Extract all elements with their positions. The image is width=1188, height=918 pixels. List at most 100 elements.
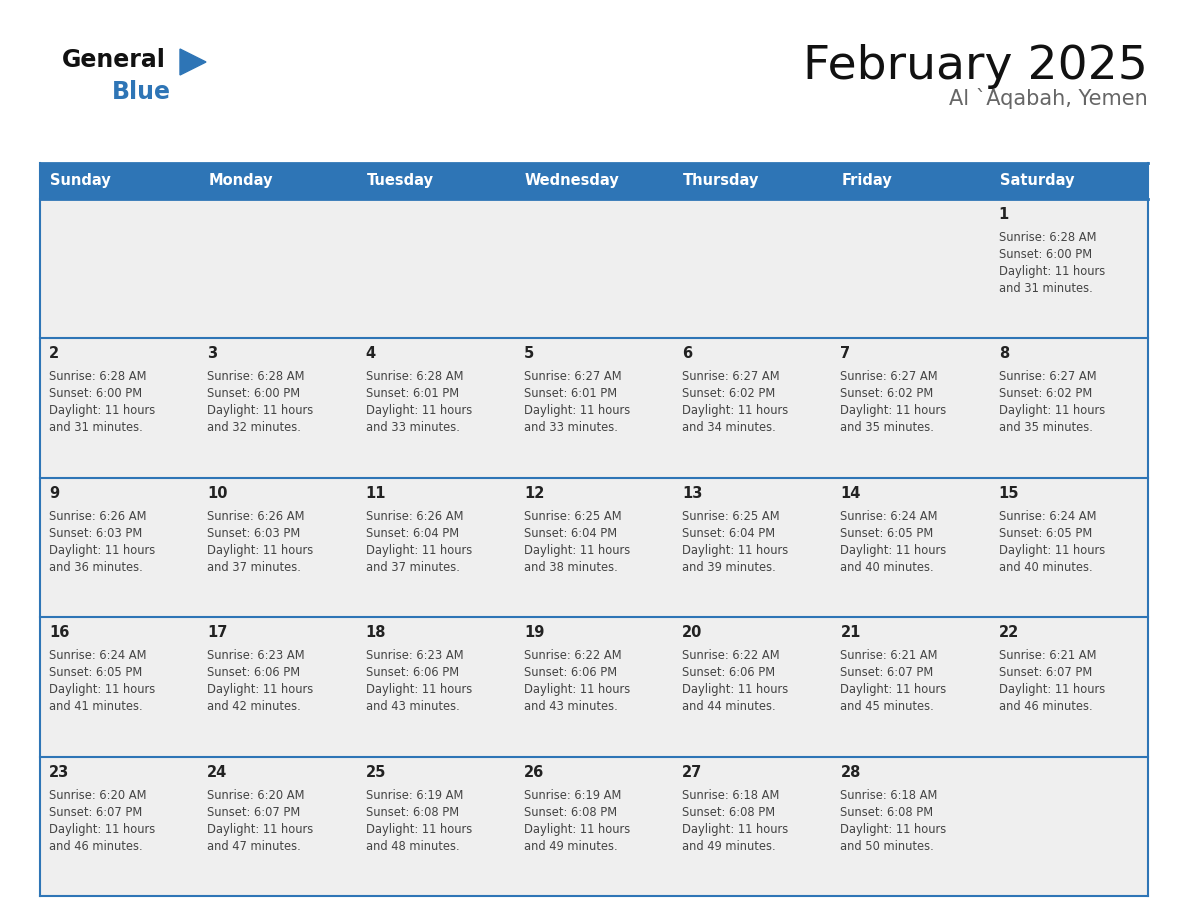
Text: Sunrise: 6:28 AM: Sunrise: 6:28 AM <box>49 370 146 384</box>
Bar <box>198 477 356 617</box>
Text: 14: 14 <box>840 486 861 501</box>
Text: Daylight: 11 hours: Daylight: 11 hours <box>524 823 630 835</box>
Bar <box>198 617 356 756</box>
Text: Sunset: 6:08 PM: Sunset: 6:08 PM <box>366 806 459 819</box>
Text: Sunrise: 6:24 AM: Sunrise: 6:24 AM <box>49 649 146 662</box>
Text: and 46 minutes.: and 46 minutes. <box>49 840 143 853</box>
Text: and 39 minutes.: and 39 minutes. <box>682 561 776 574</box>
Text: 18: 18 <box>366 625 386 640</box>
Text: Sunset: 6:02 PM: Sunset: 6:02 PM <box>840 387 934 400</box>
Text: Sunrise: 6:20 AM: Sunrise: 6:20 AM <box>207 789 305 801</box>
Bar <box>40 339 198 477</box>
Text: Sunrise: 6:25 AM: Sunrise: 6:25 AM <box>682 509 779 522</box>
Bar <box>832 477 990 617</box>
Bar <box>990 617 1148 756</box>
Text: Daylight: 11 hours: Daylight: 11 hours <box>682 543 789 557</box>
Bar <box>832 199 990 339</box>
Text: Monday: Monday <box>208 174 273 188</box>
Text: Daylight: 11 hours: Daylight: 11 hours <box>524 543 630 557</box>
Text: and 31 minutes.: and 31 minutes. <box>49 421 143 434</box>
Text: and 42 minutes.: and 42 minutes. <box>207 700 301 713</box>
Text: 6: 6 <box>682 346 693 362</box>
Text: Sunrise: 6:27 AM: Sunrise: 6:27 AM <box>682 370 779 384</box>
Text: Sunrise: 6:19 AM: Sunrise: 6:19 AM <box>524 789 621 801</box>
Text: Sunset: 6:07 PM: Sunset: 6:07 PM <box>999 666 1092 679</box>
Bar <box>514 339 674 477</box>
Text: Sunrise: 6:28 AM: Sunrise: 6:28 AM <box>207 370 305 384</box>
Text: Sunrise: 6:24 AM: Sunrise: 6:24 AM <box>840 509 939 522</box>
Text: and 47 minutes.: and 47 minutes. <box>207 840 301 853</box>
Text: 4: 4 <box>366 346 375 362</box>
Text: 22: 22 <box>999 625 1019 640</box>
Text: Sunrise: 6:21 AM: Sunrise: 6:21 AM <box>999 649 1097 662</box>
Text: Tuesday: Tuesday <box>367 174 434 188</box>
Text: Sunset: 6:00 PM: Sunset: 6:00 PM <box>999 248 1092 261</box>
Text: Sunrise: 6:27 AM: Sunrise: 6:27 AM <box>840 370 939 384</box>
Text: 2: 2 <box>49 346 59 362</box>
Text: Daylight: 11 hours: Daylight: 11 hours <box>999 265 1105 278</box>
Text: Sunset: 6:00 PM: Sunset: 6:00 PM <box>49 387 143 400</box>
Bar <box>990 199 1148 339</box>
Text: 28: 28 <box>840 765 861 779</box>
Text: Sunset: 6:07 PM: Sunset: 6:07 PM <box>207 806 301 819</box>
Text: Sunset: 6:04 PM: Sunset: 6:04 PM <box>524 527 617 540</box>
Bar <box>356 477 514 617</box>
Bar <box>514 617 674 756</box>
Text: Sunrise: 6:24 AM: Sunrise: 6:24 AM <box>999 509 1097 522</box>
Text: Daylight: 11 hours: Daylight: 11 hours <box>682 823 789 835</box>
Bar <box>832 339 990 477</box>
Text: and 34 minutes.: and 34 minutes. <box>682 421 776 434</box>
Text: 10: 10 <box>207 486 228 501</box>
Text: Sunrise: 6:22 AM: Sunrise: 6:22 AM <box>682 649 779 662</box>
Text: Sunset: 6:07 PM: Sunset: 6:07 PM <box>49 806 143 819</box>
Text: Friday: Friday <box>841 174 892 188</box>
Text: and 40 minutes.: and 40 minutes. <box>840 561 934 574</box>
Text: 24: 24 <box>207 765 228 779</box>
Text: Sunrise: 6:18 AM: Sunrise: 6:18 AM <box>840 789 937 801</box>
Bar <box>674 756 832 896</box>
Bar <box>198 339 356 477</box>
Text: Daylight: 11 hours: Daylight: 11 hours <box>49 405 156 418</box>
Text: Sunset: 6:08 PM: Sunset: 6:08 PM <box>524 806 617 819</box>
Text: Sunrise: 6:25 AM: Sunrise: 6:25 AM <box>524 509 621 522</box>
Polygon shape <box>181 49 206 75</box>
Bar <box>674 339 832 477</box>
Text: Daylight: 11 hours: Daylight: 11 hours <box>366 683 472 696</box>
Text: Daylight: 11 hours: Daylight: 11 hours <box>207 543 314 557</box>
Bar <box>356 339 514 477</box>
Text: Sunrise: 6:21 AM: Sunrise: 6:21 AM <box>840 649 939 662</box>
Text: Sunrise: 6:26 AM: Sunrise: 6:26 AM <box>366 509 463 522</box>
Text: Al `Aqabah, Yemen: Al `Aqabah, Yemen <box>949 88 1148 109</box>
Text: and 44 minutes.: and 44 minutes. <box>682 700 776 713</box>
Text: and 33 minutes.: and 33 minutes. <box>524 421 618 434</box>
Text: Daylight: 11 hours: Daylight: 11 hours <box>524 683 630 696</box>
Text: Daylight: 11 hours: Daylight: 11 hours <box>49 683 156 696</box>
Text: 15: 15 <box>999 486 1019 501</box>
Text: Sunset: 6:06 PM: Sunset: 6:06 PM <box>682 666 776 679</box>
Text: and 40 minutes.: and 40 minutes. <box>999 561 1092 574</box>
Text: Daylight: 11 hours: Daylight: 11 hours <box>49 823 156 835</box>
Bar <box>832 756 990 896</box>
Text: Sunset: 6:08 PM: Sunset: 6:08 PM <box>682 806 776 819</box>
Text: Sunrise: 6:26 AM: Sunrise: 6:26 AM <box>207 509 305 522</box>
Bar <box>198 756 356 896</box>
Text: and 49 minutes.: and 49 minutes. <box>682 840 776 853</box>
Text: Sunset: 6:03 PM: Sunset: 6:03 PM <box>49 527 143 540</box>
Text: Daylight: 11 hours: Daylight: 11 hours <box>840 543 947 557</box>
Text: Sunrise: 6:28 AM: Sunrise: 6:28 AM <box>999 231 1097 244</box>
Text: February 2025: February 2025 <box>803 44 1148 89</box>
Text: Sunset: 6:01 PM: Sunset: 6:01 PM <box>524 387 617 400</box>
Text: Daylight: 11 hours: Daylight: 11 hours <box>207 405 314 418</box>
Text: Daylight: 11 hours: Daylight: 11 hours <box>840 683 947 696</box>
Bar <box>40 756 198 896</box>
Bar <box>990 756 1148 896</box>
Text: Daylight: 11 hours: Daylight: 11 hours <box>682 405 789 418</box>
Text: Sunset: 6:02 PM: Sunset: 6:02 PM <box>682 387 776 400</box>
Bar <box>990 339 1148 477</box>
Bar <box>356 617 514 756</box>
Text: 7: 7 <box>840 346 851 362</box>
Text: General: General <box>62 48 166 72</box>
Text: and 50 minutes.: and 50 minutes. <box>840 840 934 853</box>
Bar <box>40 199 198 339</box>
Text: and 35 minutes.: and 35 minutes. <box>840 421 934 434</box>
